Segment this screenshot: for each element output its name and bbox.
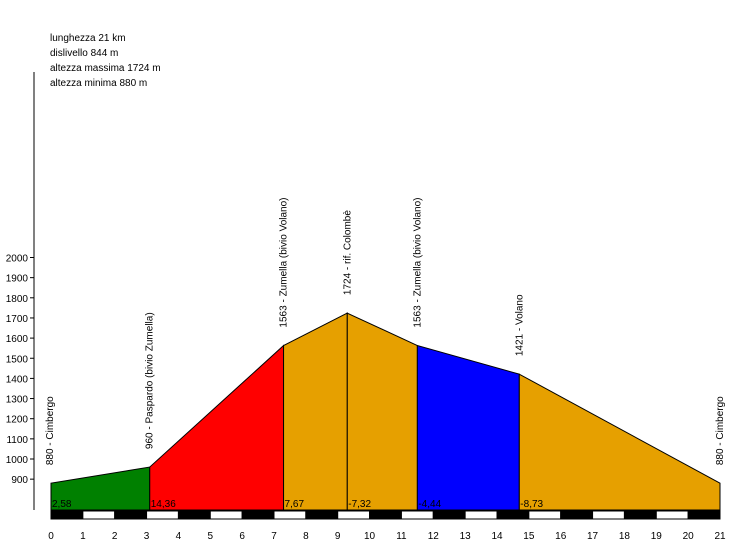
profile-segment — [283, 312, 348, 511]
location-label: 880 - Cimbergo — [45, 396, 56, 465]
x-tick-label: 2 — [112, 531, 118, 542]
x-tick-label: 10 — [364, 531, 376, 542]
x-tick-label: 19 — [651, 531, 663, 542]
scale-bar-cell — [496, 510, 530, 520]
x-tick-label: 5 — [208, 531, 214, 542]
gradient-label: -4,44 — [418, 499, 441, 510]
scale-bar-cell — [528, 510, 562, 520]
y-tick-label: 1300 — [6, 395, 29, 406]
profile-segment — [416, 344, 520, 511]
y-tick-label: 2000 — [6, 254, 29, 265]
y-tick-label: 1100 — [6, 435, 28, 446]
x-tick-label: 6 — [239, 531, 245, 542]
x-tick-label: 1 — [80, 531, 86, 542]
scale-bar-cell — [241, 510, 275, 520]
scale-bar-cell — [592, 510, 625, 520]
location-label: 1563 - Zumella (bivio Volano) — [279, 197, 290, 327]
scale-bar-cell — [560, 510, 594, 520]
y-tick-label: 1700 — [6, 314, 29, 325]
x-axis: 0 1 2 3 4 5 6 7 8 9 10 11 12 13 14 15 16 17 18 19 20 21 — [48, 531, 726, 542]
x-tick-label: 21 — [714, 531, 726, 542]
x-tick-label: 13 — [460, 531, 472, 542]
profile-segments — [50, 312, 721, 511]
location-labels: 880 - Cimbergo 960 - Paspardo (bivio Zume… — [45, 197, 726, 465]
y-tick-label: 1800 — [6, 294, 29, 305]
gradient-label: -8,73 — [520, 499, 543, 510]
scale-bar-cell — [305, 510, 339, 520]
x-tick-label: 3 — [144, 531, 150, 542]
y-tick-label: 1200 — [6, 415, 29, 426]
scale-bar-cell — [82, 510, 116, 520]
x-tick-label: 14 — [491, 531, 503, 542]
y-tick-label: 1600 — [6, 334, 29, 345]
x-tick-label: 9 — [335, 531, 341, 542]
scale-bar-cell — [623, 510, 657, 520]
scale-bar-cell — [432, 510, 466, 520]
scale-bar-cell — [146, 510, 179, 520]
location-label: 880 - Cimbergo — [715, 396, 726, 465]
scale-bar-cell — [464, 510, 498, 520]
gradient-label: 14,36 — [151, 499, 176, 510]
y-tick-label: 1500 — [6, 354, 29, 365]
gradient-label: -7,32 — [348, 499, 371, 510]
x-tick-label: 0 — [48, 531, 54, 542]
info-length: lunghezza 21 km — [50, 33, 126, 44]
profile-segment — [149, 344, 285, 511]
x-tick-label: 11 — [396, 531, 407, 542]
gradient-label: 2,58 — [52, 499, 72, 510]
scale-bar-cell — [209, 510, 243, 520]
x-tick-label: 17 — [587, 531, 599, 542]
info-min-altitude: altezza minima 880 m — [50, 78, 147, 89]
distance-scale-bar — [50, 510, 721, 520]
x-tick-label: 18 — [619, 531, 631, 542]
scale-bar-cell — [114, 510, 148, 520]
gradient-label: 7,67 — [285, 499, 305, 510]
location-label: 1724 - rif. Colombè — [342, 210, 353, 295]
scale-bar-cell — [177, 510, 211, 520]
location-label: 1563 - Zumella (bivio Volano) — [412, 197, 423, 327]
y-tick-label: 1000 — [6, 455, 29, 466]
scale-bar-cell — [273, 510, 307, 520]
scale-bar-cell — [337, 510, 371, 520]
x-tick-label: 12 — [428, 531, 440, 542]
x-tick-label: 16 — [555, 531, 567, 542]
location-label: 960 - Paspardo (bivio Zumella) — [145, 312, 156, 449]
scale-bar-cell — [400, 510, 434, 520]
gradient-labels: 2,58 14,36 7,67 -7,32 -4,44 -8,73 — [52, 499, 544, 510]
location-label: 1421 - Volano — [514, 294, 525, 356]
y-tick-label: 1900 — [6, 274, 29, 285]
info-climb: dislivello 844 m — [50, 48, 118, 59]
x-tick-label: 4 — [176, 531, 182, 542]
route-info: lunghezza 21 km dislivello 844 m altezza… — [50, 33, 161, 89]
scale-bar-cell — [655, 510, 689, 520]
x-tick-label: 20 — [683, 531, 695, 542]
y-axis: 900 1000 1100 1200 1300 1400 1500 1600 1700 1800 1… — [6, 254, 34, 486]
y-tick-label: 900 — [11, 475, 28, 486]
scale-bar-cell — [687, 510, 721, 520]
scale-bar-cell — [50, 510, 84, 520]
x-tick-label: 15 — [523, 531, 535, 542]
x-tick-label: 8 — [303, 531, 309, 542]
x-tick-label: 7 — [271, 531, 277, 542]
info-max-altitude: altezza massima 1724 m — [50, 63, 161, 74]
profile-segment — [346, 312, 418, 511]
profile-segment — [518, 373, 721, 511]
y-tick-label: 1400 — [6, 374, 29, 385]
scale-bar-cell — [369, 510, 402, 520]
